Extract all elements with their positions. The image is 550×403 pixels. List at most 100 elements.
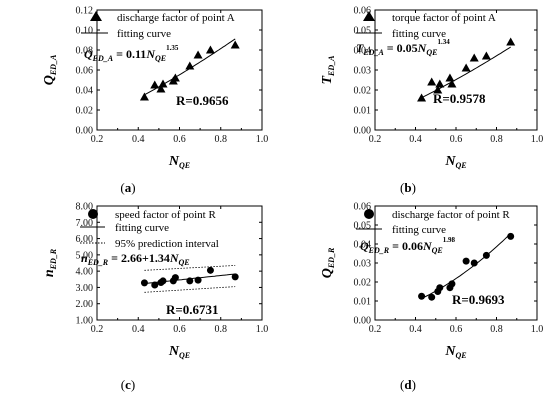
x-tick-label: 1.0 <box>531 134 544 145</box>
data-point <box>158 79 168 88</box>
x-tick-label: 0.4 <box>409 324 422 335</box>
data-point <box>445 73 455 82</box>
data-point <box>186 277 194 285</box>
y-tick-label: 4.00 <box>76 267 94 278</box>
x-tick-label: 1.0 <box>256 324 269 335</box>
y-tick-label: 0.08 <box>76 46 94 57</box>
y-tick-label: 0.05 <box>354 26 372 37</box>
data-point <box>171 274 179 282</box>
x-tick-label: 0.6 <box>450 324 463 335</box>
data-point <box>462 257 470 265</box>
data-point <box>481 51 491 60</box>
data-point <box>447 79 457 88</box>
chart-panel-a: 0.2 0.4 0.6 0.8 1.0 0.00 0.02 0.04 0.06 0.08 0.10 0… <box>42 6 268 196</box>
data-point <box>418 292 426 300</box>
legend-fit-label: fitting curve <box>392 224 446 236</box>
legend-series-label: torque factor of point A <box>392 12 496 24</box>
y-tick-label: 0.02 <box>76 106 94 117</box>
legend-series-label: discharge factor of point R <box>392 209 510 221</box>
x-tick-label: 0.4 <box>132 324 145 335</box>
data-point <box>507 232 515 240</box>
data-point <box>170 73 180 82</box>
x-tick-label: 0.4 <box>409 134 422 145</box>
y-tick-label: 0.06 <box>354 6 372 17</box>
legend-series-label: speed factor of point R <box>115 209 216 221</box>
data-point <box>417 93 427 102</box>
y-tick-label: 0.02 <box>354 86 372 97</box>
x-tick-label: 0.2 <box>369 324 382 335</box>
y-axis-title: QED_R <box>320 247 336 278</box>
legend-band-label: 95% prediction interval <box>115 238 219 250</box>
r-value: R=0.9693 <box>452 292 505 307</box>
y-tick-label: 7.00 <box>76 218 94 229</box>
y-tick-label: 0.06 <box>76 66 94 77</box>
x-axis-title: NQE <box>168 344 190 360</box>
legend-marker <box>90 11 102 21</box>
y-tick-label: 0.06 <box>354 202 372 213</box>
y-tick-label: 0.03 <box>354 66 372 77</box>
data-point <box>230 40 240 49</box>
y-axis-title: TED_A <box>320 55 336 85</box>
r-value: R=0.9578 <box>433 91 486 106</box>
y-tick-label: 1.00 <box>76 316 94 327</box>
y-tick-label: 2.00 <box>76 299 94 310</box>
data-point <box>482 251 490 259</box>
panel-caption: (a) <box>120 180 135 195</box>
y-tick-label: 0.05 <box>354 221 372 232</box>
fit-equation: QED_R = 0.06NQE1.98 <box>360 236 456 255</box>
prediction-lower <box>144 286 236 293</box>
legend-fit-label: fitting curve <box>115 222 169 234</box>
fit-equation: QED_A = 0.11NQE1.35 <box>84 44 179 63</box>
y-tick-label: 0.04 <box>354 240 372 251</box>
y-tick-label: 0.00 <box>354 316 372 327</box>
x-tick-label: 0.6 <box>173 324 186 335</box>
legend-marker <box>363 11 375 21</box>
data-point <box>185 61 195 70</box>
data-point <box>461 63 471 72</box>
legend-series-label: discharge factor of point A <box>117 12 235 24</box>
chart-panel-b: 0.2 0.4 0.6 0.8 1.0 0.00 0.01 0.02 0.03 0.04 0.05 0… <box>320 6 543 196</box>
y-tick-label: 0.12 <box>76 6 94 17</box>
panel-caption: (b) <box>400 180 416 195</box>
r-value: R=0.6731 <box>166 302 219 317</box>
chart-panel-c: 0.2 0.4 0.6 0.8 1.0 1.00 2.00 3.00 4.00 5.00 6.00 7… <box>42 202 268 393</box>
x-tick-label: 1.0 <box>256 134 269 145</box>
data-point <box>193 50 203 59</box>
x-tick-label: 0.8 <box>490 324 503 335</box>
x-tick-label: 0.6 <box>450 134 463 145</box>
data-point <box>231 273 239 281</box>
legend-fit-label: fitting curve <box>392 28 446 40</box>
y-tick-label: 0.00 <box>354 126 372 137</box>
data-point <box>140 279 148 287</box>
x-axis-title: NQE <box>444 154 466 170</box>
data-point <box>436 284 444 292</box>
data-point <box>469 53 479 62</box>
x-tick-label: 1.0 <box>531 324 544 335</box>
data-point <box>428 293 436 301</box>
fit-equation: TED_A = 0.05NQE1.34 <box>356 38 450 57</box>
data-point <box>150 80 160 89</box>
panel-caption: (d) <box>400 377 416 392</box>
y-tick-label: 0.03 <box>354 259 372 270</box>
y-tick-label: 6.00 <box>76 234 94 245</box>
x-tick-label: 0.2 <box>91 324 104 335</box>
y-tick-label: 8.00 <box>76 202 94 213</box>
x-tick-label: 0.4 <box>132 134 145 145</box>
data-point <box>206 266 214 274</box>
data-point <box>506 37 516 46</box>
fitting-curve <box>421 233 512 300</box>
data-point <box>156 84 166 93</box>
x-tick-label: 0.8 <box>490 134 503 145</box>
fit-equation: nED_R = 2.66+1.34NQE <box>81 251 190 267</box>
y-tick-label: 0.00 <box>76 126 94 137</box>
legend-fit-label: fitting curve <box>117 28 171 40</box>
data-point <box>194 276 202 284</box>
data-point <box>448 280 456 288</box>
y-axis-title: QED_A <box>42 54 58 85</box>
data-point <box>139 92 149 101</box>
x-tick-label: 0.8 <box>215 134 228 145</box>
x-tick-label: 0.2 <box>369 134 382 145</box>
y-tick-label: 0.01 <box>354 297 372 308</box>
x-tick-label: 0.8 <box>215 324 228 335</box>
